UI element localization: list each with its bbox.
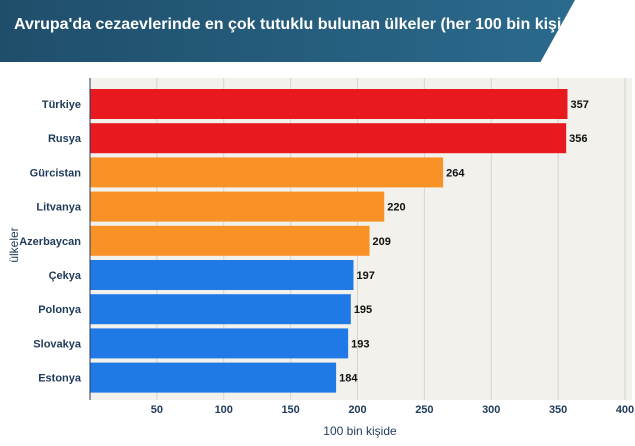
bar — [90, 123, 567, 154]
bar — [90, 328, 349, 359]
x-axis-label: 100 bin kişide — [323, 424, 397, 438]
bar — [90, 89, 568, 119]
bar — [90, 157, 444, 188]
x-tick-label: 250 — [415, 404, 433, 416]
x-tick-label: 100 — [215, 404, 233, 416]
category-label: Çekya — [49, 270, 82, 282]
category-label: Estonya — [38, 373, 82, 385]
chart-title: Avrupa'da cezaevlerinde en çok tutuklu b… — [14, 16, 586, 33]
category-label: Azerbaycan — [19, 236, 81, 248]
plot-area — [90, 78, 632, 400]
bar — [90, 225, 370, 256]
category-label: Türkiye — [42, 99, 81, 111]
x-tick-label: 150 — [281, 404, 299, 416]
y-axis-label: ülkeler — [7, 227, 21, 263]
x-tick-label: 200 — [348, 404, 366, 416]
bar — [90, 260, 354, 290]
bar-chart — [90, 78, 626, 400]
category-label: Slovakya — [33, 338, 82, 350]
category-label: Polonya — [38, 304, 82, 316]
title-banner: Avrupa'da cezaevlerinde en çok tutuklu b… — [0, 0, 575, 62]
bar — [90, 191, 385, 222]
x-tick-label: 350 — [549, 404, 567, 416]
category-label: Litvanya — [36, 202, 82, 214]
category-label: Gürcistan — [30, 167, 82, 179]
category-label: Rusya — [48, 133, 82, 145]
x-tick-label: 300 — [482, 404, 500, 416]
x-tick-label: 400 — [616, 404, 634, 416]
x-tick-label: 50 — [151, 404, 163, 416]
bar — [90, 362, 337, 393]
bar — [90, 294, 351, 325]
